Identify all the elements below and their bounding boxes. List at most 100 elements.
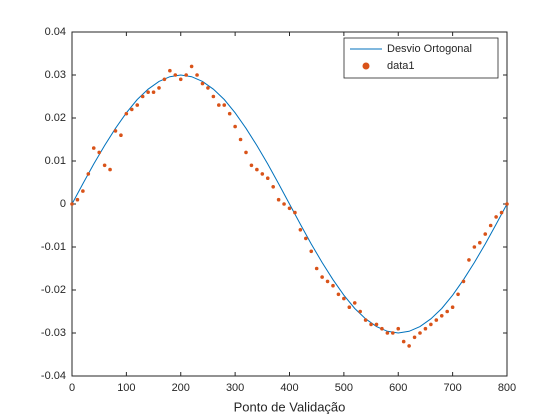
point [146,90,150,94]
point [168,68,172,73]
point [271,185,275,189]
point [385,331,390,335]
point [97,150,101,155]
point [472,245,477,249]
point [86,172,91,176]
point [195,73,199,77]
y-tick-label: -0.04 [41,370,66,382]
y-tick-label: 0.03 [45,69,66,81]
point [505,202,509,206]
point [450,305,455,310]
point [265,176,270,180]
point [374,322,379,327]
point [347,305,352,310]
point [418,331,422,335]
point [108,167,112,172]
x-tick-label: 500 [335,382,353,394]
point [309,249,314,254]
y-tick-label: -0.01 [41,241,66,253]
point [260,172,265,176]
point [298,228,303,232]
point [320,275,324,279]
point [336,292,341,297]
x-tick-label: 200 [172,382,190,394]
point [157,86,161,90]
point [276,197,281,202]
y-tick-label: -0.03 [41,327,66,339]
point [456,292,460,297]
point [113,129,118,133]
point [162,77,167,82]
legend-label: data1 [387,60,415,72]
legend-label: Desvio Ortogonal [387,43,472,55]
point [467,258,471,262]
point [358,309,362,314]
point [206,86,210,90]
point [369,322,373,327]
point [478,240,482,245]
point [135,103,140,107]
legend-swatch [362,62,370,70]
point [184,73,188,77]
point [255,167,259,172]
x-tick-label: 300 [226,382,244,394]
point [151,90,156,94]
point [244,150,248,155]
x-tick-label: 600 [389,382,407,394]
point [233,124,237,129]
point [423,326,428,331]
point [494,215,498,219]
x-tick-label: 800 [498,382,516,394]
point [124,111,129,116]
point [429,322,433,327]
point [282,202,286,206]
point [412,335,417,340]
y-tick-label: -0.02 [41,284,66,296]
y-tick-label: 0.01 [45,155,66,167]
point [380,326,384,331]
point [293,210,297,215]
y-tick-label: 0 [60,198,66,210]
point [119,133,123,137]
point [445,309,449,314]
y-tick-label: 0.04 [45,26,66,38]
point [461,279,466,284]
point [434,318,439,322]
point [140,94,145,99]
point [178,77,183,82]
legend-box [343,37,499,79]
y-tick-label: 0.02 [45,112,66,124]
point [130,107,134,112]
point [200,81,205,86]
point [352,301,357,305]
x-tick-label: 100 [117,382,135,394]
point [222,103,227,107]
x-tick-label: 700 [443,382,461,394]
point [483,232,488,236]
point [499,210,504,215]
point [75,197,80,202]
point [70,202,74,206]
x-tick-label: 0 [69,382,75,394]
point [189,64,194,69]
point [314,266,319,271]
line [71,74,508,334]
point [81,189,85,193]
point [304,236,308,241]
point [287,206,292,211]
point [342,296,346,301]
point [396,326,401,331]
x-axis-label: Ponto de Validação [234,399,346,414]
point [249,163,254,168]
point [211,94,216,99]
point [331,283,335,288]
point [401,339,406,344]
point [227,111,232,116]
point [488,223,493,228]
point [173,73,178,77]
x-tick-label: 400 [280,382,298,394]
point [325,279,330,284]
point [407,344,411,348]
point [439,314,444,318]
